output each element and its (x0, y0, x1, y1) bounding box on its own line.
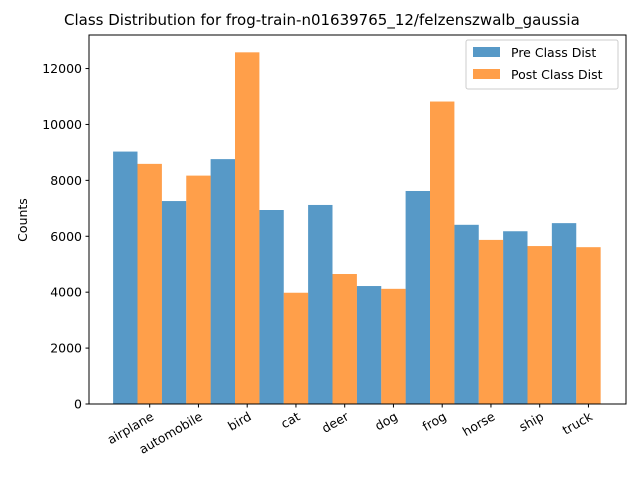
plot-frame (88, 34, 627, 405)
bar-pre-automobile (161, 201, 187, 404)
bars-group (113, 52, 601, 404)
chart-title: Class Distribution for frog-train-n01639… (64, 11, 580, 30)
y-tick-label: 6000 (50, 229, 82, 244)
bar-post-deer (332, 274, 357, 404)
legend-label-pre: Pre Class Dist (511, 45, 596, 60)
legend-swatch-post (473, 69, 500, 79)
bar-pre-bird (210, 159, 235, 404)
bar-post-bird (235, 52, 260, 404)
legend-label-post: Post Class Dist (511, 67, 603, 82)
y-tick-label: 12000 (42, 61, 82, 76)
bar-post-cat (283, 292, 309, 404)
bar-pre-cat (259, 210, 284, 404)
bar-pre-deer (308, 204, 333, 404)
y-tick-label: 8000 (50, 173, 82, 188)
bar-pre-truck (551, 223, 577, 404)
bar-pre-ship (503, 231, 528, 404)
y-axis-label: Counts (15, 198, 30, 242)
bar-post-truck (576, 247, 601, 404)
bar-pre-horse (454, 224, 479, 404)
legend-swatch-pre (473, 47, 500, 57)
bar-post-dog (381, 288, 406, 404)
bar-post-automobile (186, 175, 211, 404)
legend: Pre Class Dist Post Class Dist (465, 39, 619, 90)
bar-pre-airplane (113, 151, 138, 404)
bar-post-airplane (137, 163, 162, 404)
y-tick-label: 2000 (50, 341, 82, 356)
bar-post-ship (527, 246, 552, 404)
bar-post-frog (430, 101, 455, 404)
bar-pre-frog (405, 190, 430, 404)
bar-post-horse (478, 239, 504, 404)
y-tick-label: 0 (74, 397, 82, 412)
bar-pre-dog (356, 286, 382, 404)
legend-frame (465, 39, 619, 90)
y-tick-label: 4000 (50, 285, 82, 300)
y-tick-label: 10000 (42, 117, 82, 132)
